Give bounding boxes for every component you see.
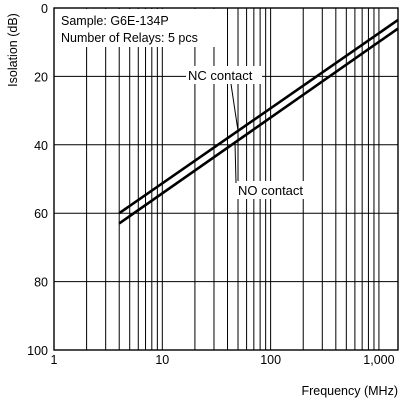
plot-border (53, 7, 399, 351)
series-line-no-contact (118, 27, 399, 225)
nc-leader-line (230, 83, 239, 131)
y-tick-label: 0 (41, 2, 48, 16)
series-lines (118, 18, 399, 225)
tick-labels: 1 10 100 1,000 0 20 40 60 80 100 (27, 2, 394, 367)
x-tick-label: 100 (260, 353, 281, 367)
annotation-background (55, 9, 225, 47)
y-tick-label: 20 (34, 70, 48, 84)
x-tick-label: 10 (155, 353, 169, 367)
annotation-sample: Sample: G6E-134P (61, 14, 169, 28)
x-axis-label: Frequency (MHz) (301, 384, 398, 398)
series-label-nc-contact: NC contact (188, 68, 253, 83)
series-line-nc-contact (118, 18, 399, 215)
no-label-background (235, 181, 313, 199)
axis-labels: NC contact NO contact Sample: G6E-134P Numb… (6, 13, 398, 398)
plot-frame (53, 7, 399, 351)
y-tick-label: 100 (27, 344, 48, 358)
y-axis-label: Isolation (dB) (6, 13, 20, 87)
series-label-no-contact: NO contact (238, 183, 303, 198)
x-tick-label: 1 (51, 353, 58, 367)
x-tick-label: 1,000 (363, 353, 394, 367)
annotation-relays: Number of Relays: 5 pcs (61, 31, 198, 45)
no-leader-line (234, 143, 237, 184)
y-tick-label: 40 (34, 139, 48, 153)
nc-label-background (186, 66, 262, 84)
y-tick-label: 80 (34, 276, 48, 290)
grid (54, 8, 398, 350)
y-tick-label: 60 (34, 207, 48, 221)
